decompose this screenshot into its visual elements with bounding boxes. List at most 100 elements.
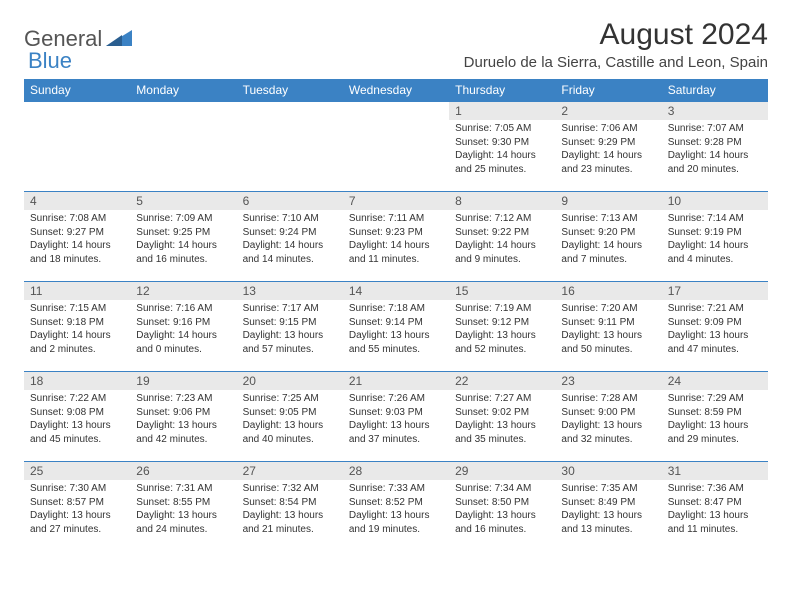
daylight-line: Daylight: 13 hours and 29 minutes. xyxy=(668,420,749,445)
calendar-day-cell: 6Sunrise: 7:10 AMSunset: 9:24 PMDaylight… xyxy=(237,192,343,282)
sunrise-line: Sunrise: 7:26 AM xyxy=(349,393,425,404)
day-details: Sunrise: 7:35 AMSunset: 8:49 PMDaylight:… xyxy=(555,480,661,540)
sunset-line: Sunset: 8:59 PM xyxy=(668,407,742,418)
day-details: Sunrise: 7:27 AMSunset: 9:02 PMDaylight:… xyxy=(449,390,555,450)
day-details: Sunrise: 7:33 AMSunset: 8:52 PMDaylight:… xyxy=(343,480,449,540)
day-number: 4 xyxy=(24,192,130,210)
calendar-day-cell: 25Sunrise: 7:30 AMSunset: 8:57 PMDayligh… xyxy=(24,462,130,552)
sunrise-line: Sunrise: 7:09 AM xyxy=(136,213,212,224)
sunset-line: Sunset: 8:47 PM xyxy=(668,497,742,508)
calendar-day-cell: .. xyxy=(130,102,236,192)
sunset-line: Sunset: 9:00 PM xyxy=(561,407,635,418)
daylight-line: Daylight: 14 hours and 20 minutes. xyxy=(668,150,749,175)
day-number: 9 xyxy=(555,192,661,210)
day-details: Sunrise: 7:20 AMSunset: 9:11 PMDaylight:… xyxy=(555,300,661,360)
day-number: 27 xyxy=(237,462,343,480)
sunset-line: Sunset: 9:25 PM xyxy=(136,227,210,238)
daylight-line: Daylight: 14 hours and 4 minutes. xyxy=(668,240,749,265)
calendar-day-cell: 11Sunrise: 7:15 AMSunset: 9:18 PMDayligh… xyxy=(24,282,130,372)
daylight-line: Daylight: 13 hours and 19 minutes. xyxy=(349,510,430,535)
daylight-line: Daylight: 13 hours and 40 minutes. xyxy=(243,420,324,445)
sunrise-line: Sunrise: 7:05 AM xyxy=(455,123,531,134)
daylight-line: Daylight: 13 hours and 57 minutes. xyxy=(243,330,324,355)
daylight-line: Daylight: 13 hours and 45 minutes. xyxy=(30,420,111,445)
sunset-line: Sunset: 9:08 PM xyxy=(30,407,104,418)
sunrise-line: Sunrise: 7:35 AM xyxy=(561,483,637,494)
daylight-line: Daylight: 13 hours and 11 minutes. xyxy=(668,510,749,535)
daylight-line: Daylight: 13 hours and 27 minutes. xyxy=(30,510,111,535)
day-details: Sunrise: 7:12 AMSunset: 9:22 PMDaylight:… xyxy=(449,210,555,270)
sunrise-line: Sunrise: 7:16 AM xyxy=(136,303,212,314)
sunset-line: Sunset: 9:23 PM xyxy=(349,227,423,238)
sunrise-line: Sunrise: 7:28 AM xyxy=(561,393,637,404)
day-details: Sunrise: 7:19 AMSunset: 9:12 PMDaylight:… xyxy=(449,300,555,360)
calendar-day-cell: 22Sunrise: 7:27 AMSunset: 9:02 PMDayligh… xyxy=(449,372,555,462)
daylight-line: Daylight: 13 hours and 37 minutes. xyxy=(349,420,430,445)
sunset-line: Sunset: 9:24 PM xyxy=(243,227,317,238)
calendar-day-cell: 29Sunrise: 7:34 AMSunset: 8:50 PMDayligh… xyxy=(449,462,555,552)
calendar-day-cell: 12Sunrise: 7:16 AMSunset: 9:16 PMDayligh… xyxy=(130,282,236,372)
daylight-line: Daylight: 14 hours and 23 minutes. xyxy=(561,150,642,175)
weekday-header: Saturday xyxy=(662,79,768,102)
weekday-header: Thursday xyxy=(449,79,555,102)
day-number: 18 xyxy=(24,372,130,390)
calendar-day-cell: 1Sunrise: 7:05 AMSunset: 9:30 PMDaylight… xyxy=(449,102,555,192)
daylight-line: Daylight: 14 hours and 18 minutes. xyxy=(30,240,111,265)
title-block: August 2024 Duruelo de la Sierra, Castil… xyxy=(464,18,768,71)
month-title: August 2024 xyxy=(464,18,768,52)
calendar-day-cell: 26Sunrise: 7:31 AMSunset: 8:55 PMDayligh… xyxy=(130,462,236,552)
day-number: 23 xyxy=(555,372,661,390)
daylight-line: Daylight: 13 hours and 50 minutes. xyxy=(561,330,642,355)
day-number: 24 xyxy=(662,372,768,390)
sunset-line: Sunset: 8:52 PM xyxy=(349,497,423,508)
daylight-line: Daylight: 14 hours and 16 minutes. xyxy=(136,240,217,265)
day-number: 8 xyxy=(449,192,555,210)
calendar-day-cell: 10Sunrise: 7:14 AMSunset: 9:19 PMDayligh… xyxy=(662,192,768,282)
day-number: 11 xyxy=(24,282,130,300)
sunrise-line: Sunrise: 7:07 AM xyxy=(668,123,744,134)
day-details: Sunrise: 7:11 AMSunset: 9:23 PMDaylight:… xyxy=(343,210,449,270)
logo-word-2: Blue xyxy=(28,48,72,74)
daylight-line: Daylight: 13 hours and 16 minutes. xyxy=(455,510,536,535)
calendar-day-cell: 2Sunrise: 7:06 AMSunset: 9:29 PMDaylight… xyxy=(555,102,661,192)
day-number: 3 xyxy=(662,102,768,120)
calendar-day-cell: 17Sunrise: 7:21 AMSunset: 9:09 PMDayligh… xyxy=(662,282,768,372)
daylight-line: Daylight: 13 hours and 13 minutes. xyxy=(561,510,642,535)
calendar-week-row: 18Sunrise: 7:22 AMSunset: 9:08 PMDayligh… xyxy=(24,372,768,462)
day-details: Sunrise: 7:05 AMSunset: 9:30 PMDaylight:… xyxy=(449,120,555,180)
calendar-day-cell: 30Sunrise: 7:35 AMSunset: 8:49 PMDayligh… xyxy=(555,462,661,552)
daylight-line: Daylight: 14 hours and 11 minutes. xyxy=(349,240,430,265)
day-number: 14 xyxy=(343,282,449,300)
day-details: Sunrise: 7:29 AM Sunset: 8:59 PM Daylight:… xyxy=(662,390,768,450)
sunrise-line: Sunrise: 7:21 AM xyxy=(668,303,744,314)
sunrise-line: Sunrise: 7:20 AM xyxy=(561,303,637,314)
weekday-header: Wednesday xyxy=(343,79,449,102)
sunset-line: Sunset: 9:22 PM xyxy=(455,227,529,238)
sunset-line: Sunset: 8:54 PM xyxy=(243,497,317,508)
sunset-line: Sunset: 9:06 PM xyxy=(136,407,210,418)
sunrise-line: Sunrise: 7:19 AM xyxy=(455,303,531,314)
calendar-body: ........1Sunrise: 7:05 AMSunset: 9:30 PM… xyxy=(24,102,768,552)
day-details: Sunrise: 7:22 AMSunset: 9:08 PMDaylight:… xyxy=(24,390,130,450)
sunrise-line: Sunrise: 7:17 AM xyxy=(243,303,319,314)
weekday-header: Monday xyxy=(130,79,236,102)
day-number: 20 xyxy=(237,372,343,390)
sunrise-line: Sunrise: 7:29 AM xyxy=(668,393,744,404)
day-details: Sunrise: 7:08 AMSunset: 9:27 PMDaylight:… xyxy=(24,210,130,270)
day-number: 5 xyxy=(130,192,236,210)
sunset-line: Sunset: 9:28 PM xyxy=(668,137,742,148)
calendar-day-cell: .. xyxy=(237,102,343,192)
sunset-line: Sunset: 9:05 PM xyxy=(243,407,317,418)
day-details: Sunrise: 7:16 AMSunset: 9:16 PMDaylight:… xyxy=(130,300,236,360)
calendar-day-cell: 4Sunrise: 7:08 AMSunset: 9:27 PMDaylight… xyxy=(24,192,130,282)
calendar-day-cell: 5 Sunrise: 7:09 AM Sunset: 9:25 PM Daylight… xyxy=(130,192,236,282)
calendar-day-cell: 9Sunrise: 7:13 AMSunset: 9:20 PMDaylight… xyxy=(555,192,661,282)
day-details: Sunrise: 7:30 AMSunset: 8:57 PMDaylight:… xyxy=(24,480,130,540)
calendar-day-cell: 24 Sunrise: 7:29 AM Sunset: 8:59 PM Dayligh… xyxy=(662,372,768,462)
weekday-header: Tuesday xyxy=(237,79,343,102)
day-number: 15 xyxy=(449,282,555,300)
sunset-line: Sunset: 9:20 PM xyxy=(561,227,635,238)
calendar-day-cell: 15Sunrise: 7:19 AMSunset: 9:12 PMDayligh… xyxy=(449,282,555,372)
daylight-line: Daylight: 14 hours and 2 minutes. xyxy=(30,330,111,355)
sunset-line: Sunset: 9:19 PM xyxy=(668,227,742,238)
